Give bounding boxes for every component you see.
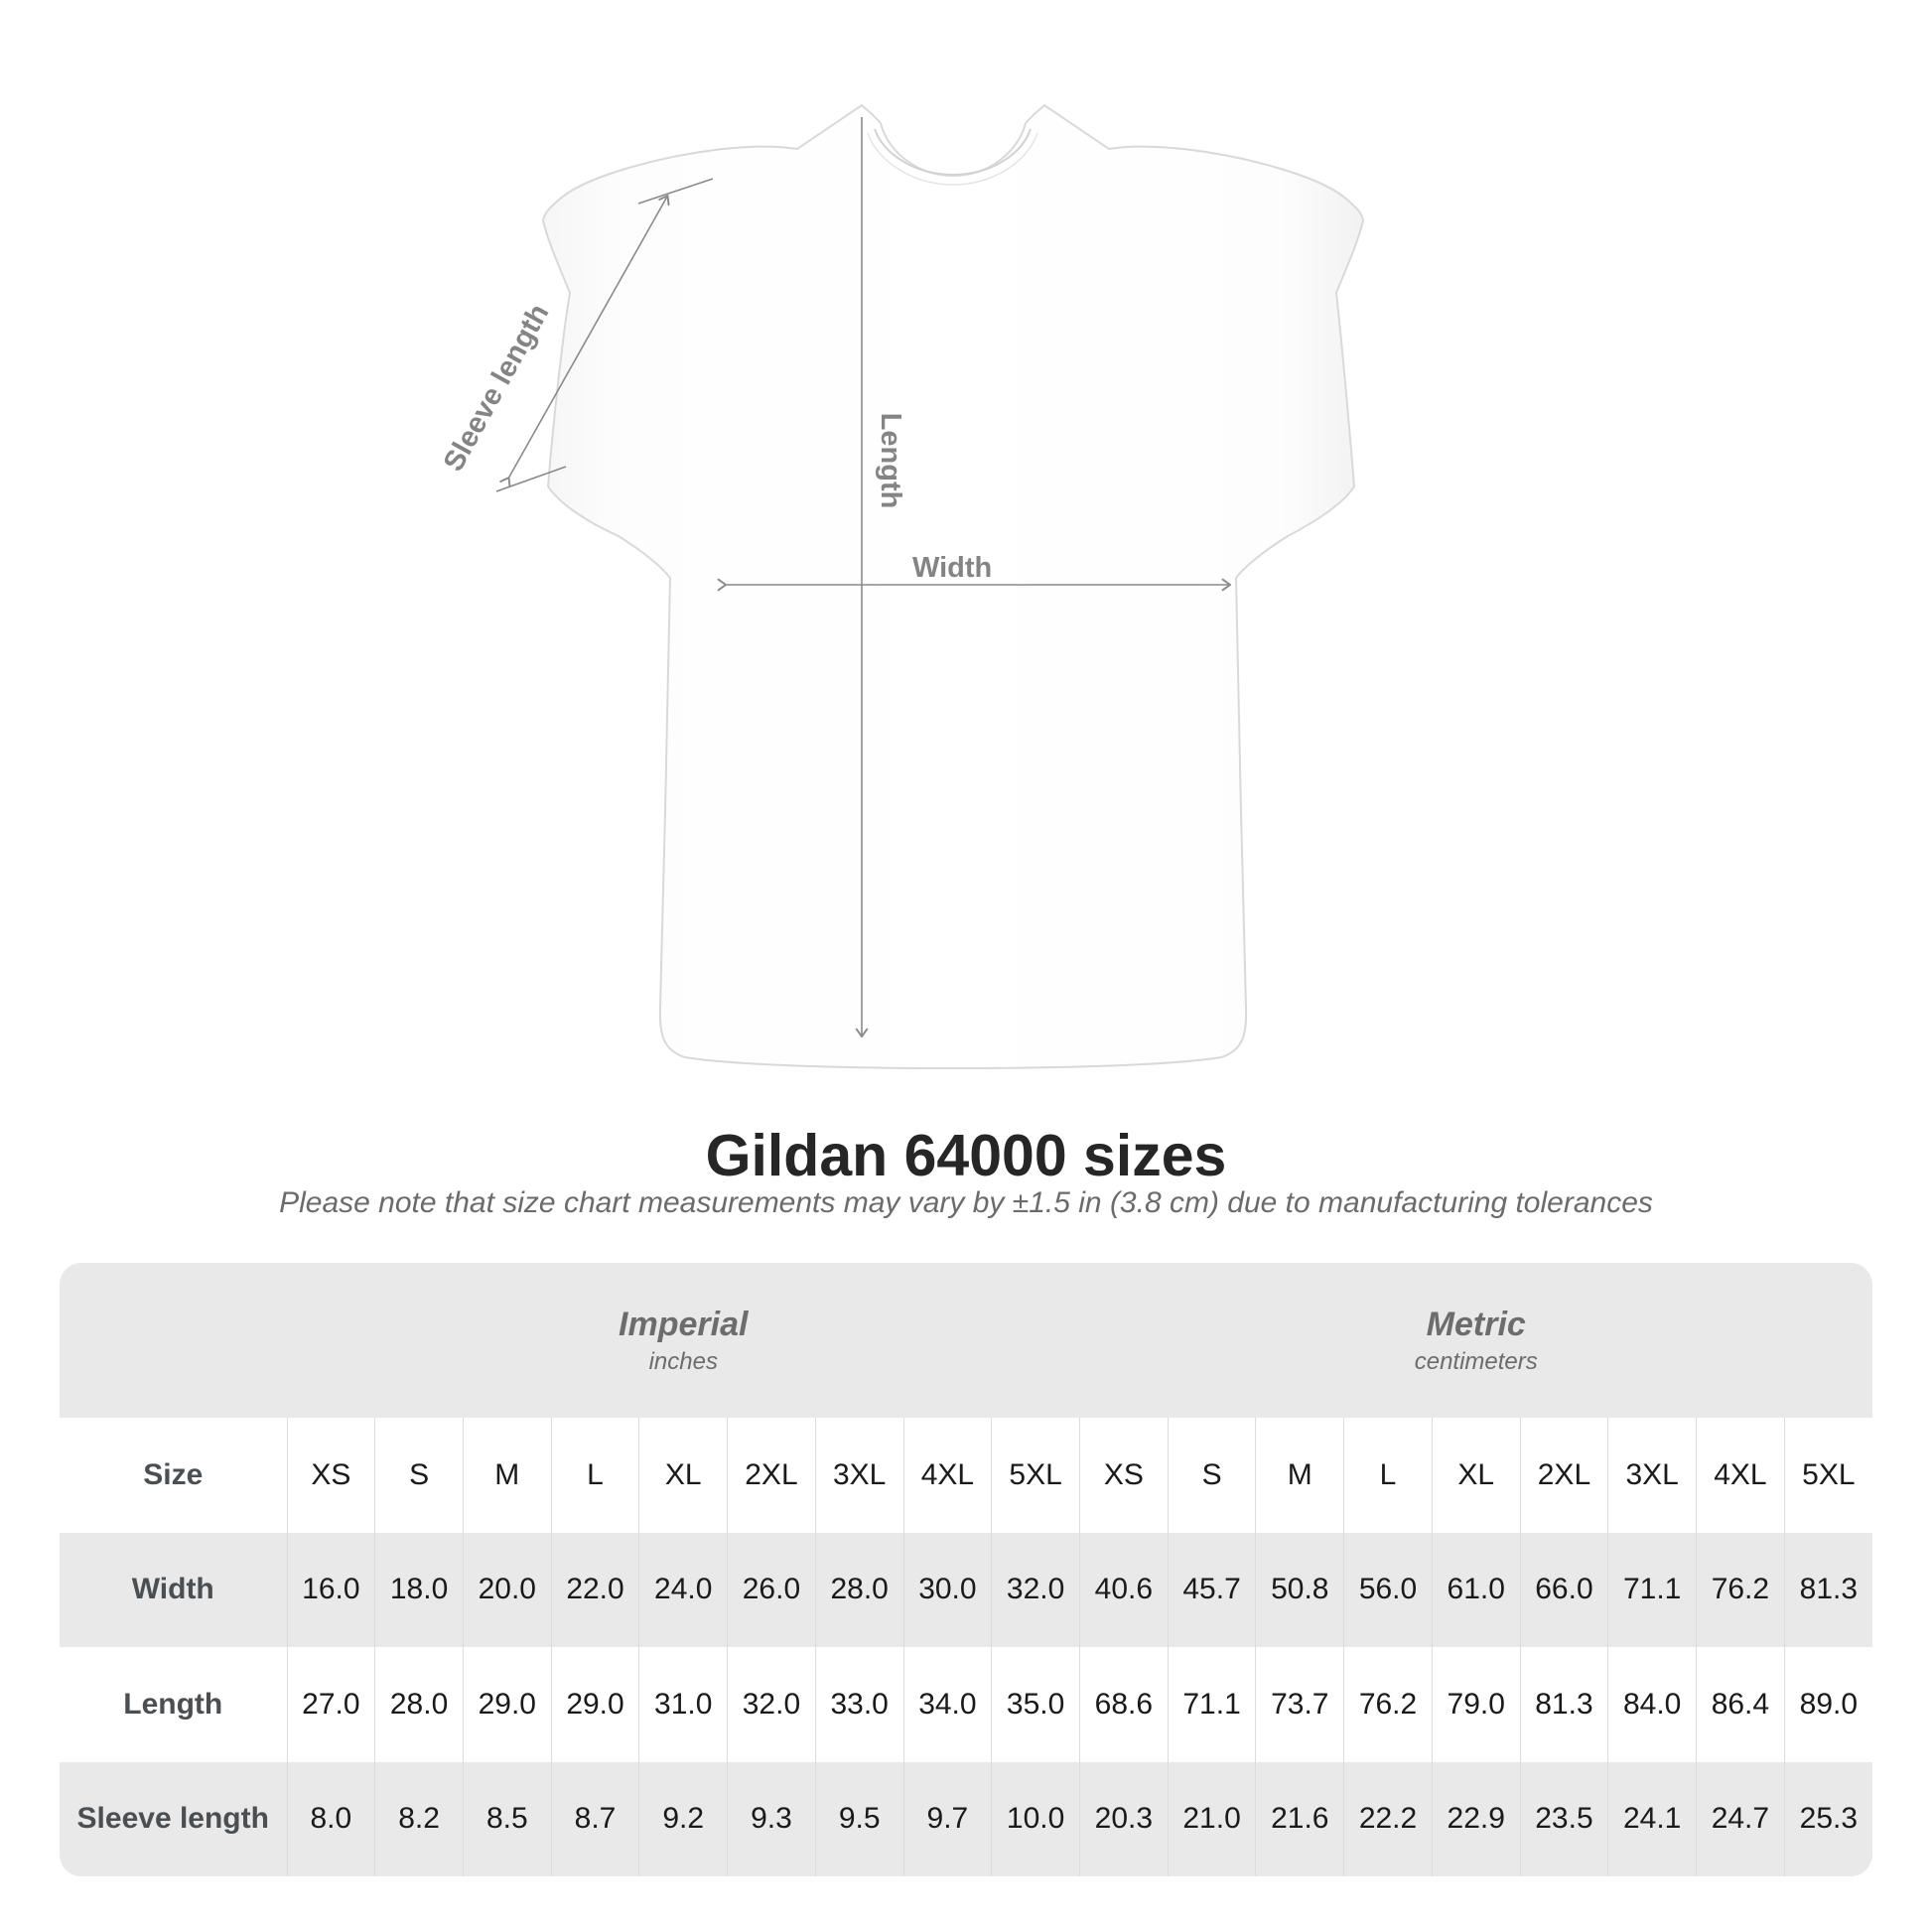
svg-text:Sleeve length: Sleeve length [438,299,556,477]
svg-text:Width: Width [912,552,992,584]
svg-text:Length: Length [875,413,906,509]
